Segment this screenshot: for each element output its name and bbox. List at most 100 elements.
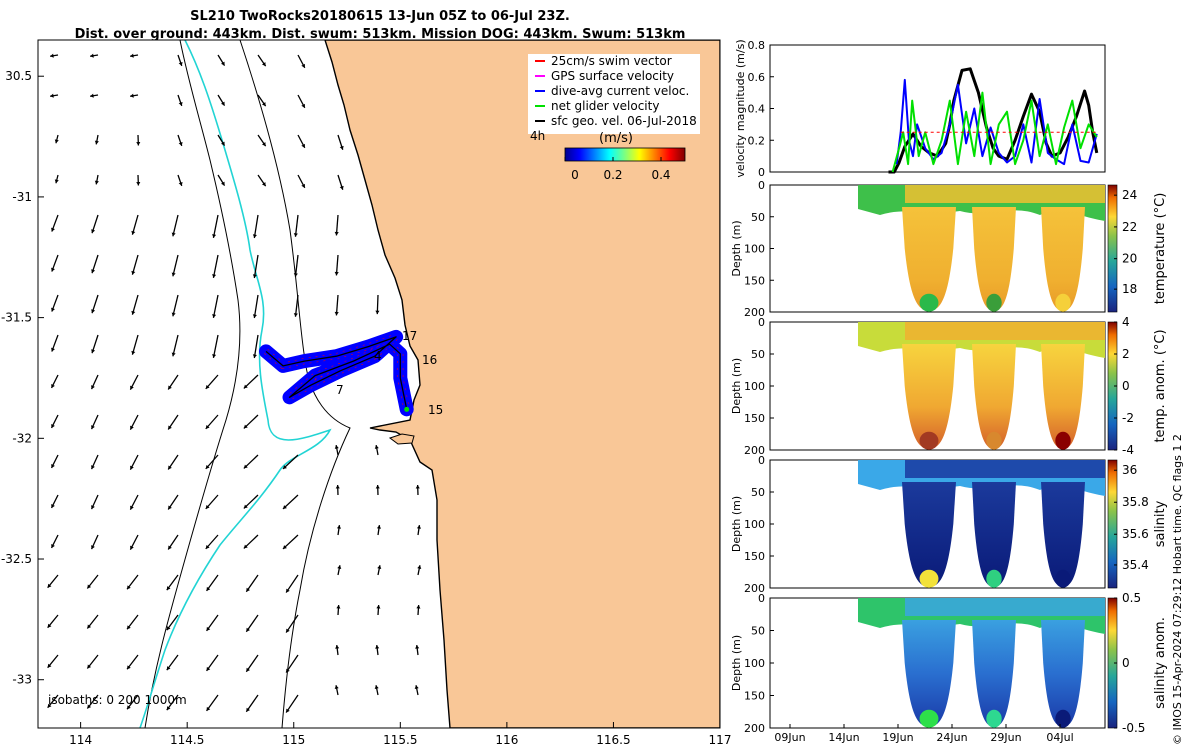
vector-arrow-head — [51, 463, 55, 468]
vector-arrow-head — [50, 53, 54, 58]
legend-label: dive-avg current veloc. — [551, 84, 689, 98]
vector-arrow-head — [51, 383, 55, 388]
vector-arrow-head — [127, 665, 131, 670]
vector-arrow-head — [337, 565, 342, 569]
map-axes: 114 114.5 115 115.5 116 116.5 117 30.5 -31 -31.5 -… — [1, 69, 732, 747]
vector-arrow-head — [415, 645, 420, 649]
dive-profile-1-bottom — [919, 293, 939, 312]
vector-arrow-head — [335, 645, 340, 649]
vector-arrow-head — [51, 543, 55, 548]
vector-arrow-head — [243, 384, 248, 389]
vector-arrow-head — [339, 145, 344, 150]
vector-arrow-head — [50, 93, 54, 98]
vector-arrow-head — [87, 704, 92, 709]
vector-arrow-head — [293, 273, 298, 277]
colorbar-label: temperature (°C) — [1153, 193, 1168, 305]
section-colorbar — [1107, 184, 1118, 313]
vector-arrow-head — [206, 586, 211, 591]
vector-arrow-head — [334, 445, 339, 449]
vector-arrow-head — [282, 465, 287, 469]
section-ytick-label: 100 — [744, 380, 765, 393]
vector-arrow-head — [246, 627, 250, 632]
section-ytick-label: 200 — [744, 722, 765, 735]
legend-box — [528, 54, 700, 134]
colorbar-tick-label: 0.2 — [603, 168, 622, 182]
vector-arrow-head — [374, 685, 379, 689]
date-tick-label: 09Jun — [774, 731, 805, 744]
colorbar-tick-label: 22 — [1122, 220, 1137, 234]
map-xtick-label: 114.5 — [170, 733, 204, 747]
vel-ytick-label: 0.8 — [748, 39, 766, 52]
vector-arrow-head — [376, 605, 381, 609]
vector-arrow-head — [334, 271, 339, 276]
isobath-200m — [139, 40, 332, 728]
map-frame — [37, 39, 721, 729]
vector-arrow-head — [91, 505, 95, 510]
vector-arrow-head — [91, 229, 96, 234]
colorbar-tick-label: 36 — [1122, 463, 1137, 477]
map-xtick-label: 117 — [709, 733, 732, 747]
vector-arrow-head — [51, 227, 55, 232]
vector-arrow-head — [130, 465, 134, 470]
legend-note: 4h — [530, 129, 545, 143]
dive-profile-3 — [1041, 482, 1085, 587]
section-temperature-section: 0 50 100 150 200 Depth (m) 24 22 20 18 temperature… — [730, 179, 1168, 319]
vector-arrow-head — [47, 623, 52, 628]
section-ytick-label: 50 — [751, 625, 765, 638]
track-end-marker — [404, 406, 410, 412]
colorbar-tick-label: -2 — [1122, 411, 1134, 425]
vector-arrow-shaft — [172, 254, 179, 277]
vector-arrow-head — [166, 706, 171, 711]
vector-arrow-head — [301, 63, 305, 68]
vector-arrow-head — [87, 584, 92, 589]
vector-arrow-head — [178, 141, 183, 146]
section-colorbar — [1107, 459, 1118, 589]
section-ytick-label: 200 — [744, 306, 765, 319]
vector-arrow-head — [293, 233, 298, 237]
vector-arrow-head — [178, 61, 183, 66]
colorbar-tick-label: 18 — [1122, 282, 1137, 296]
colorbar-tick-label: -0.5 — [1122, 721, 1145, 735]
map-xtick-label: 115.5 — [383, 733, 417, 747]
vector-arrow-head — [374, 445, 379, 449]
vector-arrow-head — [334, 231, 339, 236]
vector-arrow-head — [168, 425, 172, 430]
vector-arrow-shaft — [212, 254, 219, 278]
vector-arrow-head — [47, 583, 52, 588]
vector-arrow-head — [91, 349, 96, 354]
vector-arrow-shaft — [253, 294, 259, 319]
map-ytick-label: -31 — [12, 190, 32, 204]
figure-title: SL210 TwoRocks20180615 13-Jun 05Z to 06-… — [0, 8, 760, 44]
date-tick-label: 29Jun — [990, 731, 1021, 744]
island-rottnest — [388, 433, 415, 445]
map-ytick-label: -31.5 — [1, 311, 32, 325]
dive-profile-1-bottom — [919, 569, 939, 588]
vector-arrow-head — [90, 53, 94, 58]
dive-profile-2 — [972, 482, 1016, 587]
vector-arrow-head — [168, 465, 172, 470]
vector-arrow-head — [130, 53, 134, 58]
vector-arrow-head — [91, 545, 95, 550]
legend-label: GPS surface velocity — [551, 69, 674, 83]
date-tick-label: 24Jun — [936, 731, 967, 744]
vector-arrow-head — [51, 423, 55, 428]
vector-arrow-shaft — [285, 614, 299, 633]
vel-ylabel: velocity magnitude (m/s) — [734, 39, 747, 177]
section-upper-layer — [905, 460, 1105, 478]
dive-profile-3 — [1041, 344, 1085, 449]
map-ytick-label: -32.5 — [1, 552, 32, 566]
section-ytick-label: 100 — [744, 657, 765, 670]
vector-arrow-head — [87, 624, 92, 629]
colorbar-label: temp. anom. (°C) — [1153, 329, 1168, 442]
vector-arrow-head — [252, 234, 257, 239]
vector-arrow-head — [301, 103, 305, 108]
vector-arrow-head — [339, 185, 344, 190]
vector-arrow-head — [168, 505, 172, 510]
vector-arrow-head — [87, 664, 92, 669]
vel-ytick-label: 0.4 — [748, 103, 766, 116]
vector-arrow-head — [205, 504, 210, 509]
vector-arrow-shaft — [212, 334, 219, 358]
vector-arrow-head — [252, 314, 257, 319]
vector-arrow-head — [205, 464, 210, 469]
